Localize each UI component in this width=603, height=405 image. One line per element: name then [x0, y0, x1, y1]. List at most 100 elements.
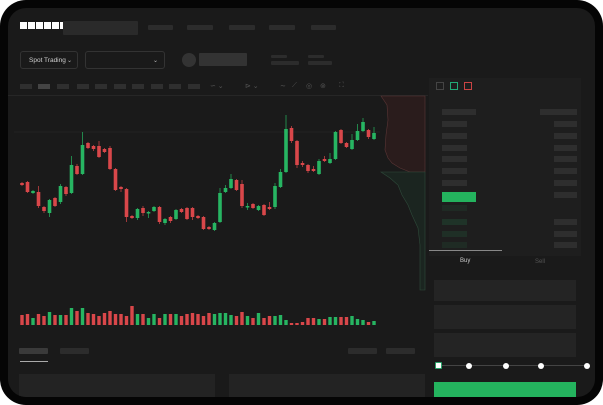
nav-item[interactable] [187, 25, 213, 30]
candle-body [306, 165, 310, 171]
candle-body [174, 210, 178, 219]
candle-body [157, 207, 162, 222]
candle-body [86, 143, 90, 148]
bid-price [442, 219, 467, 225]
book-both-icon[interactable] [436, 82, 444, 90]
candle-body [201, 217, 206, 229]
volume-bar [58, 315, 63, 325]
slider-step[interactable] [503, 363, 509, 369]
interval-button[interactable] [188, 84, 200, 89]
slider-step[interactable] [538, 363, 544, 369]
candle-body [240, 184, 244, 206]
interval-button[interactable] [20, 84, 32, 89]
filter-button[interactable] [386, 348, 415, 354]
interval-button[interactable] [57, 84, 69, 89]
stat-label [308, 55, 324, 58]
volume-bar [278, 315, 283, 325]
slider-track[interactable] [438, 365, 588, 366]
nav-item[interactable] [269, 25, 295, 30]
tab-open-orders[interactable] [19, 348, 48, 354]
interval-button[interactable] [38, 84, 50, 89]
indicator-icon[interactable]: ∽ ⌄ [210, 83, 224, 90]
interval-button[interactable] [169, 84, 181, 89]
candle-body [234, 180, 239, 190]
candle-body [146, 212, 151, 214]
bid-size [554, 231, 577, 237]
candle-body [42, 207, 46, 211]
interval-button[interactable] [132, 84, 144, 89]
volume-bar [262, 318, 266, 325]
stat-label [271, 55, 287, 58]
candle-body [350, 140, 354, 149]
tab-history[interactable] [60, 348, 89, 354]
candle-body [322, 159, 327, 161]
interval-button[interactable] [95, 84, 107, 89]
candle-body [284, 129, 288, 172]
candle-body [97, 146, 101, 157]
volume-bar [212, 314, 217, 325]
tab-underline [20, 361, 48, 362]
candle-body [152, 207, 156, 211]
ask-price [442, 145, 467, 151]
nav-item[interactable] [229, 25, 255, 30]
volume-bar [75, 311, 79, 325]
stat-value [271, 61, 299, 65]
volume-bar [218, 313, 222, 325]
slider-step[interactable] [584, 363, 590, 369]
candle-body [273, 186, 277, 207]
candle-body [75, 166, 79, 174]
book-header [442, 109, 476, 115]
volume-bar [284, 320, 288, 325]
volume-bar [36, 314, 41, 325]
interval-button[interactable] [151, 84, 163, 89]
volume-bar [86, 313, 90, 325]
interval-button[interactable] [77, 84, 89, 89]
nav-item[interactable] [311, 25, 336, 30]
slider-step[interactable] [466, 363, 472, 369]
volume-bar [201, 316, 206, 325]
camera-icon[interactable]: ◎ [306, 83, 313, 90]
volume-bar [267, 316, 272, 325]
book-bids-icon[interactable] [450, 82, 458, 90]
nav-item[interactable] [148, 25, 173, 30]
volume-bar [130, 306, 134, 325]
pair-select[interactable]: ⌄ [85, 51, 165, 69]
candle-body [25, 182, 30, 192]
sell-tab[interactable]: Sell [535, 259, 546, 265]
ruler-icon[interactable]: ⟋ [292, 82, 297, 89]
volume-bar [80, 308, 85, 325]
fullscreen-icon[interactable]: ⛶ [339, 82, 344, 89]
amount-input[interactable] [434, 305, 576, 329]
filter-button[interactable] [348, 348, 377, 354]
ask-size [554, 145, 577, 151]
line-icon[interactable]: ∼ [280, 83, 286, 90]
draw-icon[interactable]: ⊳ ⌄ [245, 83, 259, 90]
market-type-select[interactable]: Spot Trading ⌄ [20, 51, 78, 69]
total-input[interactable] [434, 333, 576, 357]
candle-body [278, 172, 283, 187]
volume-bar [91, 314, 96, 325]
volume-bar [245, 316, 250, 325]
interval-button[interactable] [114, 84, 126, 89]
last-price [442, 192, 476, 202]
volume-bar [295, 323, 299, 325]
coin-icon [182, 53, 196, 67]
buy-tab[interactable]: Buy [460, 258, 471, 264]
volume-bar [108, 311, 112, 325]
candle-body [113, 169, 118, 190]
stat-value [308, 61, 332, 65]
price-input[interactable] [434, 280, 576, 301]
candle-body [218, 193, 222, 222]
settings-icon[interactable]: ⊚ [320, 83, 326, 90]
assets-panel [229, 374, 425, 397]
buy-button[interactable] [434, 382, 576, 397]
volume-bar [317, 319, 321, 325]
volume-bar [190, 313, 195, 325]
candle-body [185, 208, 189, 219]
slider-handle[interactable] [435, 362, 442, 369]
book-asks-icon[interactable] [464, 82, 472, 90]
search-bar[interactable] [63, 21, 138, 35]
volume-bar [53, 315, 57, 325]
ask-size [554, 133, 577, 139]
